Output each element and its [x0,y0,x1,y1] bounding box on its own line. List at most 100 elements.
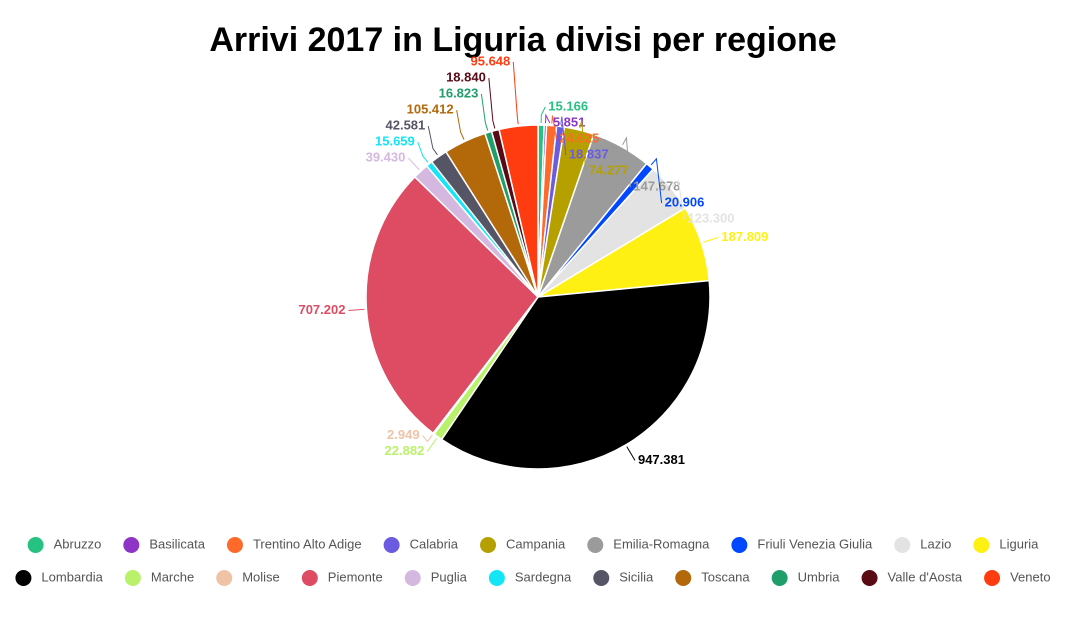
legend-item: Lombardia [15,569,104,586]
legend-item: Molise [216,569,280,586]
legend-marker [894,537,911,553]
legend-item: Marche [124,569,194,586]
leader-line [456,110,465,140]
legend-marker [226,537,243,553]
legend-marker [861,570,878,586]
value-label: 18.840 [446,70,486,85]
legend-marker [480,537,497,553]
legend-marker [27,537,44,553]
legend-item: Valle d'Aosta [861,569,963,586]
legend-label: Liguria [999,536,1039,551]
legend-marker [675,570,692,586]
legend-label: Piemonte [328,569,383,584]
leader-line [417,141,429,163]
value-label: 105.412 [407,102,454,117]
value-label: 123.300 [687,210,734,225]
value-label: 22.882 [385,443,425,458]
legend-label: Valle d'Aosta [888,569,963,584]
legend-label: Puglia [431,569,468,584]
legend-marker [123,537,140,553]
chart-title: Arrivi 2017 in Liguria divisi per region… [209,21,836,59]
legend-label: Sardegna [515,569,572,584]
legend-marker [15,570,32,586]
legend-label: Marche [151,569,194,584]
legend-label: Basilicata [149,536,205,551]
leader-line [422,434,433,443]
value-label: 15.659 [375,134,415,149]
value-label: 16.823 [439,86,479,101]
leader-line [488,78,496,129]
legend-marker [488,570,505,586]
leader-line [579,120,587,172]
leader-line [427,125,438,156]
legend-item: Liguria [973,536,1039,553]
leader-line [703,236,719,243]
leader-line [626,446,636,461]
legend-item: Toscana [675,569,750,586]
pie-slice [440,279,711,470]
value-label: 187.809 [721,229,768,244]
value-label: 42.581 [386,118,426,133]
legend-label: Veneto [1010,569,1051,584]
legend-item: Veneto [984,569,1051,586]
legend-item: Umbria [771,569,841,586]
legend-item: Friuli Venezia Giulia [731,536,873,553]
legend-label: Umbria [798,569,841,584]
value-label: 20.906 [665,194,705,209]
legend-marker [587,537,604,553]
legend-item: Sicilia [593,569,654,586]
value-label: 707.202 [298,302,345,317]
legend-item: Emilia-Romagna [587,536,710,553]
leader-line [408,157,420,171]
legend-label: Abruzzo [54,536,102,551]
legend-label: Molise [242,569,280,584]
legend-marker [404,570,421,586]
value-label: 95.648 [471,54,511,69]
leader-line [671,180,685,220]
value-label: 18.837 [569,146,609,161]
legend-marker [216,570,233,586]
legend-label: Toscana [701,569,750,584]
legend-marker [124,570,141,586]
legend-marker [771,570,788,586]
pie-slice [365,175,540,435]
legend-item: Piemonte [301,569,383,586]
legend-item: Basilicata [123,536,206,553]
value-label: 2.949 [387,427,420,442]
legend-label: Friuli Venezia Giulia [757,536,873,551]
leader-line [622,136,631,188]
legend-label: Trentino Alto Adige [253,536,362,551]
legend-marker [593,570,610,586]
value-label: 947.381 [638,452,685,467]
leader-line [540,106,546,124]
legend-item: Trentino Alto Adige [226,536,362,553]
value-label: 15.166 [548,98,588,113]
legend-label: Campania [506,536,566,551]
legend-item: Puglia [404,569,468,586]
leader-line [512,62,519,125]
legend-item: Sardegna [488,569,572,586]
value-label: 147.678 [633,178,680,193]
legend-marker [731,537,748,553]
leader-line [348,308,365,311]
leader-line [650,157,663,204]
legend-label: Lazio [920,536,951,551]
legend-marker [301,570,318,586]
value-label: 24.625 [559,130,599,145]
legend-item: Campania [480,536,566,553]
legend-item: Abruzzo [27,536,102,553]
legend-item: Calabria [383,536,459,553]
legend-label: Emilia-Romagna [613,536,710,551]
leader-line [480,94,489,131]
leader-line [545,113,551,124]
legend-marker [984,570,1001,586]
legend-marker [973,537,990,553]
leader-line [551,115,557,140]
legend-item: Lazio [894,536,951,553]
leader-line [560,116,567,156]
legend-label: Calabria [410,536,459,551]
legend-label: Sicilia [619,569,654,584]
legend-marker [383,537,400,553]
value-label: 74.277 [589,162,629,177]
